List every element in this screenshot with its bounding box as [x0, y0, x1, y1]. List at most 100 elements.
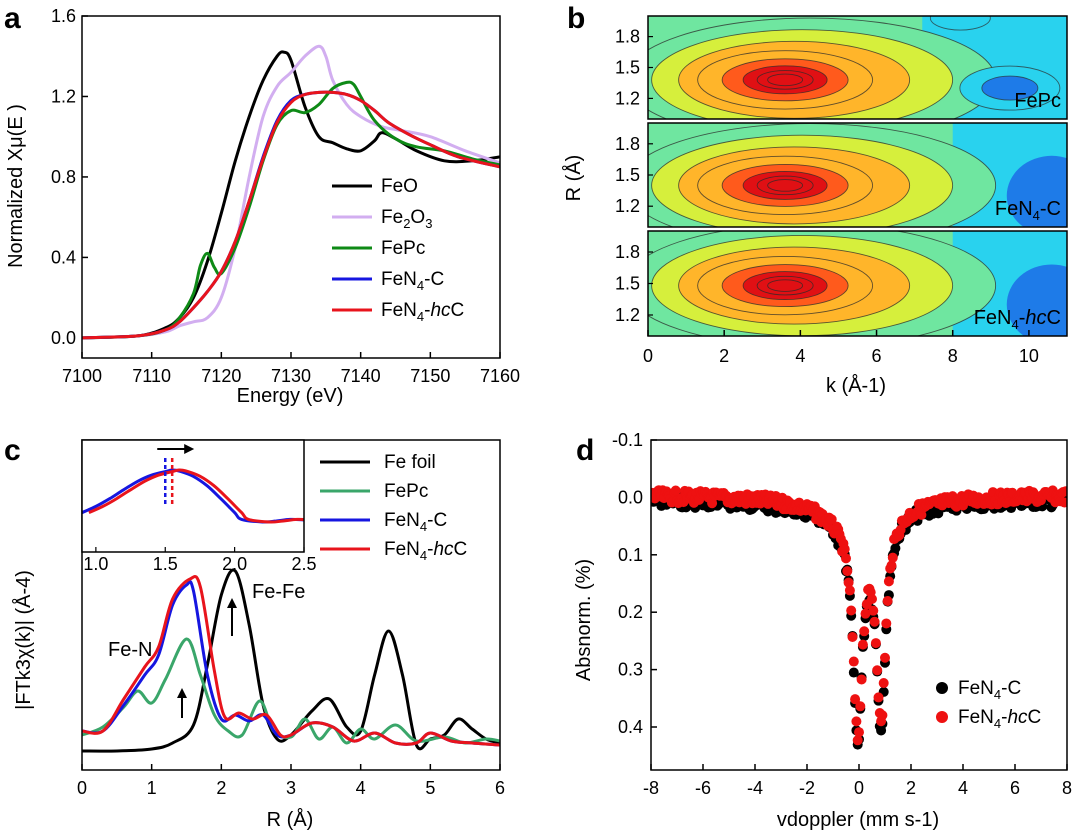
panel-d-ytick-label: 0.3: [618, 660, 643, 680]
fe-fe-arrow-head: [227, 598, 237, 608]
inset-xtick-label: 1.5: [153, 554, 178, 574]
panel-d-xlabel: vdoppler (mm s-1): [777, 809, 939, 831]
panel-a: 7100 7110 7120 7130 7140 7150 7160 0.0 0.4 0.8 1.2…: [51, 6, 520, 386]
panel-d-xtick-label: -2: [799, 778, 815, 798]
panel-b-ytick-label: 1.5: [615, 274, 640, 294]
legend-label-d-1: FeN4-hcC: [958, 707, 1041, 731]
legend-label-c-0: Fe foil: [384, 452, 436, 473]
panel-d-point: [886, 560, 897, 571]
panel-b-subplot-label: FePc: [1014, 90, 1061, 112]
panel-b-contour: [767, 279, 804, 292]
panel-c-xtick-label: 1: [147, 778, 157, 798]
panel-a-plot-area: [82, 44, 500, 340]
panel-d: -8 -6 -4 -2 0 2 4 6 8 -0.1 0.0 0.1 0.2 0.3 0.4 FeN4-C Fe…: [612, 430, 1072, 798]
panel-b-ytick-label: 1.5: [615, 165, 640, 185]
panel-c-xtick-label: 0: [77, 778, 87, 798]
panel-c-series: [82, 575, 500, 747]
panel-d-xtick-label: -4: [747, 778, 763, 798]
panel-d-point: [841, 553, 851, 564]
panel-d-xtick-label: 0: [854, 778, 864, 798]
panel-a-xlabel: Energy (eV): [237, 385, 344, 407]
panel-d-point: [890, 543, 901, 554]
panel-d-frame: [650, 439, 1068, 771]
panel-d-point: [839, 544, 850, 555]
panel-b-xtick-label: 4: [795, 346, 805, 366]
panel-a-frame: [81, 15, 501, 359]
panel-d-point: [850, 694, 861, 705]
legend-label-a-0: FeO: [381, 176, 418, 197]
legend-label-c-2: FeN4-C: [384, 510, 447, 534]
panel-d-ytick-label: 0.2: [618, 602, 643, 622]
panel-c-label: c: [4, 434, 21, 467]
panel-b-contour: [767, 73, 804, 87]
panel-a-xtick-label: 7120: [201, 366, 241, 386]
panel-b-ytick-label: 1.2: [615, 196, 640, 216]
panel-c-xlabel: R (Å): [267, 808, 314, 831]
panel-b-subplot-label: FeN4-C: [995, 198, 1061, 223]
panel-b-xtick-label: 0: [643, 346, 653, 366]
panel-b-ytick-label: 1.8: [615, 242, 640, 262]
panel-c-ylabel: |FTk3χ(k)| (Å-4): [12, 570, 35, 710]
panel-b-xtick-label: 8: [948, 346, 958, 366]
panel-d-xtick-label: 4: [958, 778, 968, 798]
panel-d-point: [869, 616, 880, 627]
legend-label-a-3: FeN4-C: [381, 269, 444, 293]
panel-a-ytick-label: 1.6: [51, 6, 76, 26]
legend-label-d-0: FeN4-C: [958, 678, 1021, 702]
panel-a-ytick-label: 0.4: [51, 247, 76, 267]
panel-d-plot-area: [651, 485, 1067, 750]
panel-d-point: [881, 618, 892, 629]
panel-c-xtick-label: 3: [286, 778, 296, 798]
panel-a-xtick-label: 7160: [480, 366, 520, 386]
fe-n-annotation: Fe-N: [108, 639, 152, 661]
panel-d-point: [859, 626, 870, 637]
panel-a-ylabel: Normalized Xμ(E ): [5, 104, 27, 268]
legend-label-c-1: FePc: [384, 481, 428, 502]
inset-shift-arrow-head: [184, 444, 195, 454]
panel-d-legend-marker: [936, 682, 948, 694]
panel-d-point: [882, 595, 893, 606]
panel-b-ytick-label: 1.2: [615, 305, 640, 325]
panel-d-point: [826, 514, 837, 525]
panel-a-ytick-label: 0.0: [51, 328, 76, 348]
legend-label-a-2: FePc: [381, 238, 425, 259]
panel-b-xtick-label: 2: [719, 346, 729, 366]
panel-d-xtick-label: -8: [643, 778, 659, 798]
panel-d-point: [844, 585, 855, 596]
panel-c-inset-plot: [82, 468, 304, 524]
panel-a-series-fepc: [82, 80, 500, 340]
panel-b-ytick-label: 1.5: [615, 58, 640, 78]
panel-d-point: [851, 716, 862, 727]
panel-d-legend-marker: [936, 711, 948, 723]
panel-a-ytick-label: 1.2: [51, 86, 76, 106]
panel-b-contour: [981, 75, 1039, 101]
panel-d-point: [670, 485, 681, 496]
panel-d-point: [848, 667, 859, 678]
panel-a-series-fe2o3: [82, 44, 500, 340]
panel-a-xtick-label: 7150: [410, 366, 450, 386]
panel-d-point: [887, 552, 898, 563]
panel-d-series-1: [651, 485, 1067, 746]
legend-label-c-3: FeN4-hcC: [384, 539, 467, 563]
panel-b-contour: [929, 16, 991, 31]
panel-b-map-1: [648, 16, 1067, 119]
panel-d-point: [848, 656, 859, 667]
panel-b-map-3: [648, 231, 1067, 336]
panel-b-label: b: [567, 2, 585, 35]
panel-d-ylabel: Absnorm. (%): [573, 559, 595, 681]
panel-d-point: [867, 593, 877, 604]
panel-d-point: [856, 674, 867, 685]
panel-c-xtick-label: 2: [216, 778, 226, 798]
panel-c-xtick-label: 5: [425, 778, 435, 798]
panel-d-point: [916, 509, 927, 520]
panel-a-xtick-label: 7140: [341, 366, 381, 386]
panel-b-xtick-label: 10: [1019, 346, 1039, 366]
panel-b-xlabel: k (Å-1): [826, 374, 886, 397]
panel-b-low-region: [1006, 155, 1067, 227]
legend-label-a-1: Fe2O3: [381, 207, 432, 231]
panel-b-contour: [767, 179, 804, 192]
panel-d-point: [860, 608, 871, 619]
panel-d-point: [873, 692, 884, 703]
